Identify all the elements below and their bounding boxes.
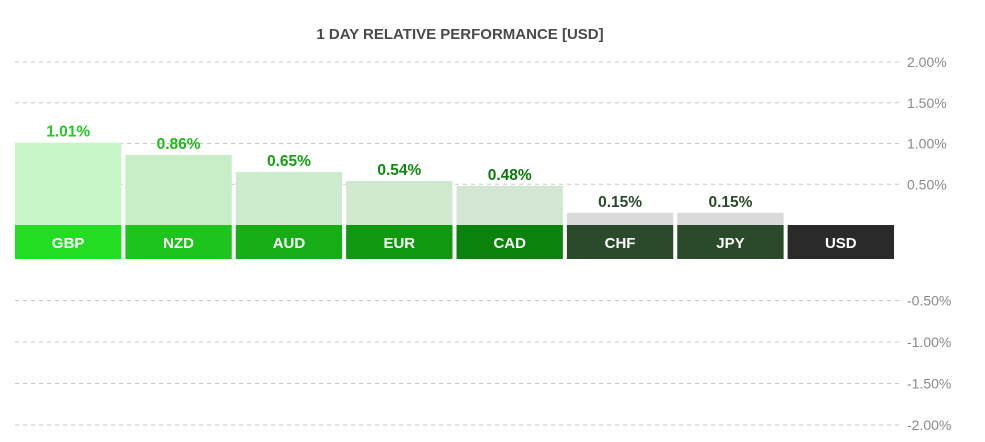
- category-label-eur: EUR: [383, 235, 415, 252]
- category-band-aud: [235, 225, 343, 259]
- category-band-jpy: [677, 225, 784, 259]
- y-tick-label: 1.00%: [907, 136, 947, 152]
- bar-gbp: [15, 142, 122, 225]
- category-label-jpy: JPY: [716, 235, 744, 252]
- value-label-jpy: 0.15%: [708, 194, 752, 211]
- category-band-nzd: [125, 225, 232, 259]
- category-label-aud: AUD: [273, 235, 306, 252]
- category-label-cad: CAD: [493, 235, 526, 252]
- category-label-chf: CHF: [605, 235, 636, 252]
- y-tick-label: -1.50%: [907, 376, 951, 392]
- value-label-eur: 0.54%: [377, 162, 421, 179]
- value-label-gbp: 1.01%: [46, 124, 90, 141]
- category-band-cad: [456, 225, 563, 259]
- value-label-cad: 0.48%: [488, 167, 532, 184]
- category-labels: GBP NZD AUD EUR CAD CHF JPY USD: [15, 225, 894, 259]
- chart-title: 1 DAY RELATIVE PERFORMANCE [USD]: [316, 26, 603, 43]
- bars: 1.01% 0.86% 0.65% 0.54% 0.48% 0.15% 0.15%: [15, 124, 784, 225]
- category-band-chf: [566, 225, 674, 259]
- y-tick-label: 1.50%: [907, 95, 947, 111]
- category-label-usd: USD: [825, 235, 857, 252]
- y-tick-label: 2.00%: [907, 54, 947, 70]
- value-label-chf: 0.15%: [598, 194, 642, 211]
- category-label-gbp: GBP: [52, 235, 85, 252]
- category-band-usd: [787, 225, 894, 259]
- bar-aud: [235, 172, 343, 225]
- y-axis-ticks: 2.00% 1.50% 1.00% 0.50% -0.50% -1.00% -1.50% -2…: [907, 54, 951, 433]
- bar-eur: [346, 180, 453, 225]
- y-tick-label: -1.00%: [907, 334, 951, 350]
- y-tick-label: 0.50%: [907, 176, 947, 192]
- bar-jpy: [677, 212, 784, 225]
- bar-cad: [456, 185, 563, 225]
- y-tick-label: -0.50%: [907, 293, 951, 309]
- bar-nzd: [125, 154, 232, 225]
- y-tick-label: -2.00%: [907, 417, 951, 433]
- category-band-gbp: [15, 225, 122, 259]
- value-label-nzd: 0.86%: [157, 136, 201, 153]
- value-label-aud: 0.65%: [267, 153, 311, 170]
- bar-chf: [566, 212, 674, 225]
- category-label-nzd: NZD: [163, 235, 194, 252]
- category-band-eur: [346, 225, 453, 259]
